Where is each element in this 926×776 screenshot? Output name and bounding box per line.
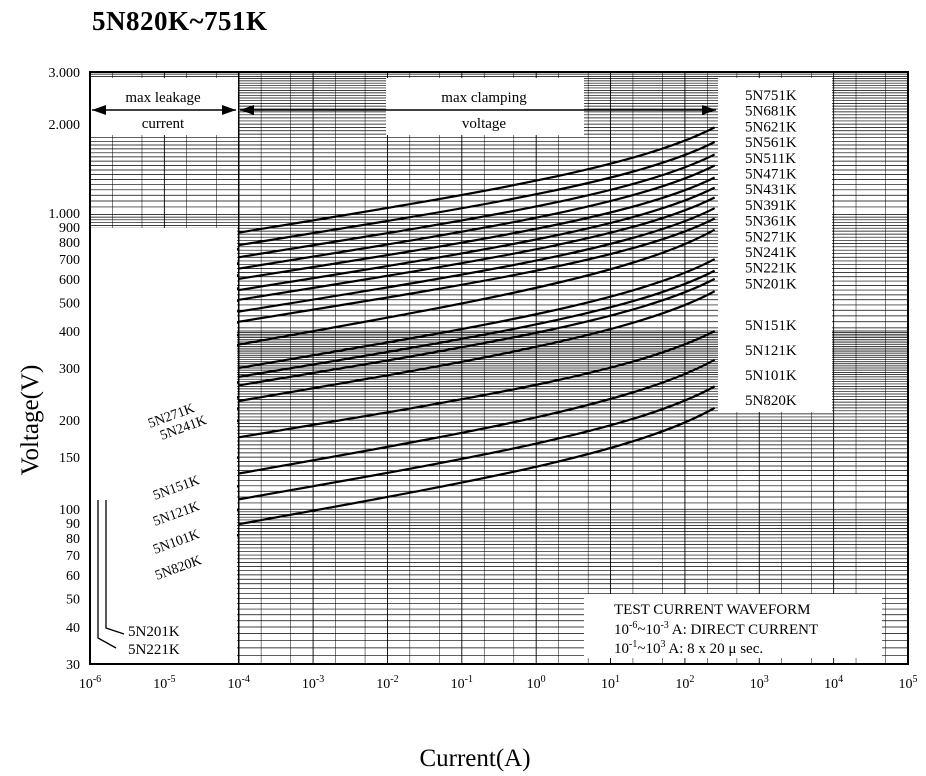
y-tick-label: 400: [59, 325, 80, 340]
clamping-curve: [238, 141, 716, 247]
series-label: 5N621K: [745, 119, 797, 135]
clamping-curve: [238, 290, 716, 403]
series-label: 5N121K: [745, 343, 797, 359]
clamping-label-line2: voltage: [462, 116, 506, 132]
y-tick-label: 90: [66, 517, 80, 532]
series-label: 5N681K: [745, 104, 797, 120]
chart-title: 5N820K~751K: [92, 6, 268, 36]
series-label: 5N361K: [745, 214, 797, 230]
leakage-label-bg: [108, 86, 220, 106]
series-label: 5N511K: [745, 151, 796, 167]
x-tick-label: 104: [824, 674, 843, 692]
arrow-left-icon: [240, 105, 254, 115]
x-tick-label: 103: [750, 674, 769, 692]
x-tick-label: 101: [601, 674, 620, 692]
x-tick-label: 100: [527, 674, 546, 692]
bracket-line: [97, 500, 117, 649]
leakage-clear-area: [91, 228, 237, 663]
clamping-curve: [238, 358, 716, 475]
clamping-curve: [238, 207, 716, 313]
y-tick-label: 200: [59, 414, 80, 429]
y-tick-label: 500: [59, 296, 80, 311]
y-tick-label: 3.000: [49, 66, 81, 81]
series-label: 5N471K: [745, 167, 797, 183]
x-tick-label: 10-3: [302, 674, 324, 692]
x-tick-label: 10-5: [153, 674, 175, 692]
plot-frame: [89, 71, 909, 665]
clamping-curve: [238, 196, 716, 301]
y-tick-label: 40: [66, 621, 80, 636]
clamping-curve: [238, 228, 716, 346]
series-label: 5N820K: [745, 393, 797, 409]
clamping-curve: [238, 126, 716, 234]
arrow-right-icon: [222, 105, 236, 115]
x-tick-label: 10-2: [376, 674, 398, 692]
clamping-curve: [238, 406, 716, 526]
label-layer: max leakage current max clamping voltage 3.0…: [49, 66, 918, 692]
series-label: 5N201K: [745, 276, 797, 292]
clamping-curve: [238, 217, 716, 323]
series-label: 5N391K: [745, 198, 797, 214]
bottom-series-label: 5N221K: [128, 642, 180, 658]
x-tick-label: 10-1: [451, 674, 473, 692]
clamping-label-line1: max clamping: [441, 90, 527, 106]
clamping-label-bg: [420, 86, 550, 106]
arrow-left-icon: [92, 105, 106, 115]
clamping-curve: [238, 153, 716, 259]
series-label: 5N241K: [745, 245, 797, 261]
frame-layer: [89, 71, 909, 665]
bottom-series-label: 5N201K: [128, 624, 180, 640]
clamping-curve: [238, 385, 716, 501]
y-tick-label: 2.000: [49, 118, 81, 133]
bracket-line: [105, 500, 125, 635]
series-label: 5N151K: [745, 318, 797, 334]
x-tick-label: 10-4: [228, 674, 250, 692]
clamping-curve: [238, 277, 716, 387]
series-label: 5N561K: [745, 135, 797, 151]
y-tick-label: 150: [59, 451, 80, 466]
leakage-label-line2: current: [142, 116, 185, 132]
y-tick-label: 100: [59, 503, 80, 518]
waveform-line1: 10-6~10-3 A: DIRECT CURRENT: [614, 620, 818, 638]
waveform-line2: 10-1~103 A: 8 x 20 μ sec.: [614, 639, 763, 657]
clamping-curve: [238, 186, 716, 292]
x-tick-label: 10-6: [79, 674, 101, 692]
series-label: 5N431K: [745, 182, 797, 198]
x-tick-label: 105: [899, 674, 918, 692]
y-tick-label: 600: [59, 273, 80, 288]
y-tick-label: 80: [66, 532, 80, 547]
x-axis-label: Current(A): [419, 745, 530, 772]
series-label: 5N101K: [745, 368, 797, 384]
waveform-title: TEST CURRENT WAVEFORM: [614, 602, 810, 618]
y-tick-label: 60: [66, 569, 80, 584]
y-tick-label: 900: [59, 221, 80, 236]
x-tick-label: 102: [675, 674, 694, 692]
arrow-right-icon: [702, 105, 716, 115]
mask-layer: [90, 78, 882, 663]
y-tick-label: 300: [59, 362, 80, 377]
y-tick-label: 30: [66, 658, 80, 673]
y-tick-label: 800: [59, 236, 80, 251]
y-tick-label: 1.000: [49, 207, 81, 222]
clamping-curve: [238, 258, 716, 370]
clamping-curve: [238, 330, 716, 439]
series-label: 5N271K: [745, 229, 797, 245]
y-tick-label: 70: [66, 549, 80, 564]
y-tick-label: 50: [66, 592, 80, 607]
y-tick-label: 700: [59, 253, 80, 268]
series-label: 5N221K: [745, 261, 797, 277]
series-label: 5N751K: [745, 88, 797, 104]
leakage-label-line1: max leakage: [125, 90, 201, 106]
clamping-curve: [238, 164, 716, 270]
clamping-curve: [238, 176, 716, 280]
clamping-curve: [238, 269, 716, 378]
waveform-box: [584, 594, 882, 658]
right-labels-box: [718, 78, 832, 412]
y-axis-label: Voltage(V): [17, 365, 44, 476]
